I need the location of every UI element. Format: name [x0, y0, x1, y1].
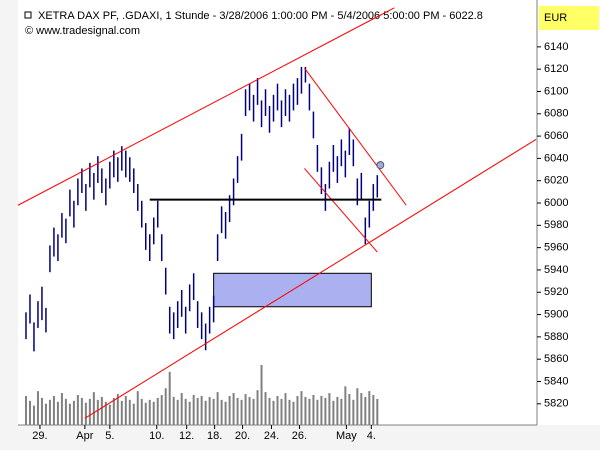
marker — [376, 161, 385, 170]
trend-line — [304, 67, 407, 206]
x-tick-label: Apr — [76, 430, 93, 442]
trend-line — [84, 139, 537, 419]
unit-box — [539, 6, 599, 30]
y-axis-label: EUR — [544, 12, 567, 24]
y-tick-label: 6020 — [544, 175, 568, 187]
x-tick-label: 20. — [235, 430, 250, 442]
y-tick-label: 5840 — [544, 375, 568, 387]
chart-subtitle: , .GDAXI, 1 Stunde - 3/28/2006 1:00:00 P… — [116, 10, 483, 22]
x-tick-label: 24. — [264, 430, 279, 442]
y-tick-label: 6000 — [544, 197, 568, 209]
y-tick-label: 5920 — [544, 286, 568, 298]
trend-line — [304, 168, 378, 253]
y-tick-label: 5820 — [544, 398, 568, 410]
x-tick-label: 26. — [292, 430, 307, 442]
x-tick-label: May — [336, 430, 357, 442]
x-tick-label: 18. — [207, 430, 222, 442]
x-tick-label: 5. — [105, 430, 114, 442]
y-tick-label: 6060 — [544, 130, 568, 142]
chart-title: XETRA DAX PF — [38, 10, 117, 22]
y-tick-label: 6080 — [544, 108, 568, 120]
y-tick-label: 5860 — [544, 353, 568, 365]
y-tick-label: 5880 — [544, 331, 568, 343]
title-icon — [24, 11, 32, 19]
y-tick-label: 6040 — [544, 152, 568, 164]
y-tick-label: 5960 — [544, 242, 568, 254]
x-tick-label: 12. — [179, 430, 194, 442]
x-tick-label: 10. — [149, 430, 164, 442]
y-tick-label: 5900 — [544, 308, 568, 320]
y-tick-label: 5940 — [544, 264, 568, 276]
x-tick-label: 29. — [32, 430, 47, 442]
y-tick-label: 6120 — [544, 63, 568, 75]
y-tick-label: 6100 — [544, 85, 568, 97]
y-axis-area — [537, 0, 600, 425]
plot-area — [18, 0, 537, 425]
x-tick-label: 4. — [367, 430, 376, 442]
trend-line — [17, 7, 395, 206]
y-tick-label: 5980 — [544, 219, 568, 231]
copyright: © www.tradesignal.com — [25, 25, 140, 37]
y-tick-label: 6140 — [544, 41, 568, 53]
